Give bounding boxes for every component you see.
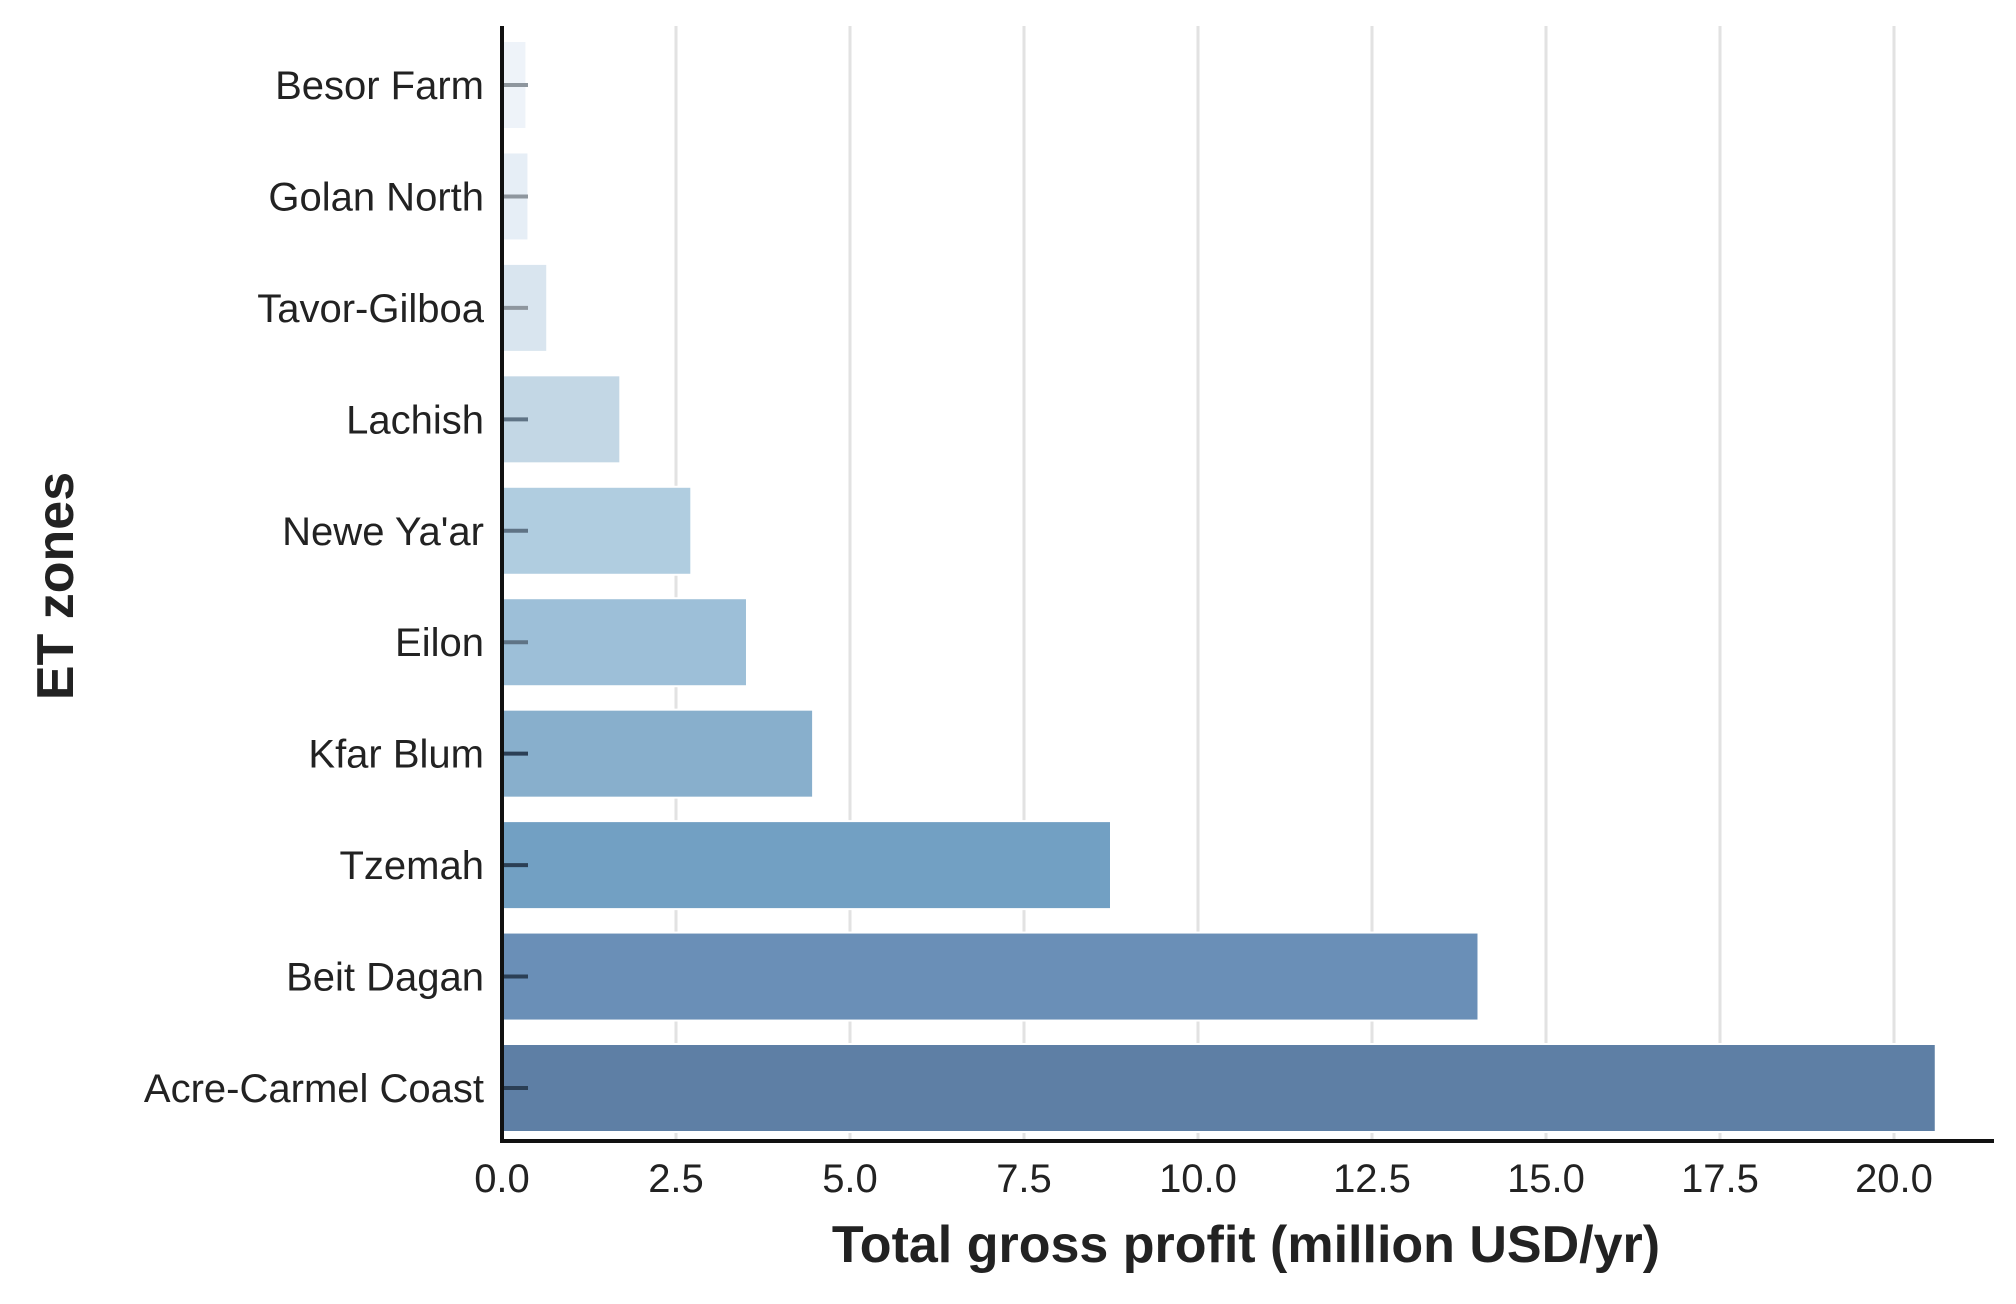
- category-label: Tzemah: [340, 844, 485, 888]
- x-tick-label: 0.0: [474, 1157, 530, 1201]
- category-label: Eilon: [395, 621, 484, 665]
- category-label: Tavor-Gilboa: [257, 287, 485, 331]
- y-axis-title: ET zones: [27, 472, 85, 700]
- x-tick-label: 5.0: [822, 1157, 878, 1201]
- category-label: Acre-Carmel Coast: [144, 1067, 484, 1111]
- category-label: Beit Dagan: [286, 956, 484, 1000]
- bars: [501, 40, 1937, 1133]
- bar: [501, 485, 693, 576]
- x-tick-label: 20.0: [1855, 1157, 1933, 1201]
- category-label: Lachish: [346, 398, 484, 442]
- x-tick-label: 10.0: [1159, 1157, 1237, 1201]
- category-label: Newe Ya'ar: [282, 510, 484, 554]
- category-label: Besor Farm: [275, 64, 484, 108]
- x-ticks: 0.0 2.5 5.0 7.5 10.0 12.5 15.0 17.5 20.0: [474, 1157, 1933, 1201]
- x-tick-label: 15.0: [1507, 1157, 1585, 1201]
- category-labels: Besor Farm Golan North Tavor-Gilboa Lachish…: [144, 64, 485, 1111]
- bar: [501, 1043, 1937, 1133]
- x-tick-label: 17.5: [1681, 1157, 1759, 1201]
- x-tick-label: 2.5: [648, 1157, 704, 1201]
- category-label: Golan North: [268, 175, 484, 219]
- grid-lines: [674, 26, 1896, 1141]
- y-ticks: [502, 83, 528, 1090]
- x-axis-title: Total gross profit (million USD/yr): [832, 1216, 1660, 1274]
- bar: [501, 931, 1480, 1022]
- x-tick-label: 7.5: [996, 1157, 1052, 1201]
- bar: [501, 820, 1112, 911]
- category-label: Kfar Blum: [308, 733, 484, 777]
- x-tick-label: 12.5: [1333, 1157, 1411, 1201]
- bar: [501, 597, 748, 688]
- bar: [501, 708, 815, 799]
